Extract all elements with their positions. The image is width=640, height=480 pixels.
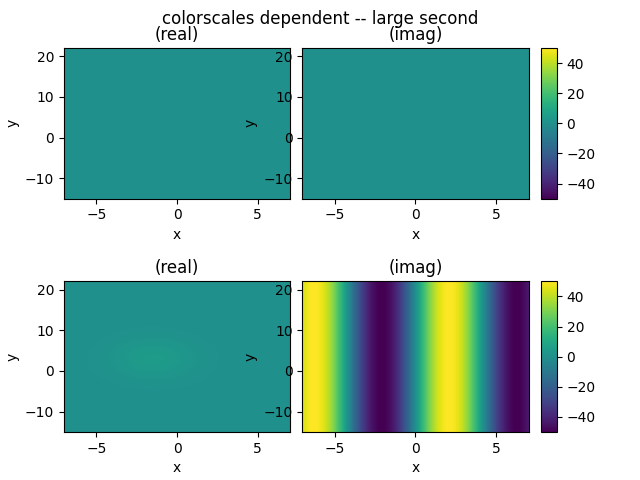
Y-axis label: y: y (244, 119, 258, 127)
Y-axis label: y: y (6, 353, 19, 361)
X-axis label: x: x (412, 461, 420, 475)
X-axis label: x: x (173, 461, 181, 475)
X-axis label: x: x (412, 228, 420, 242)
Title: (real): (real) (155, 25, 199, 44)
Title: (imag): (imag) (388, 25, 443, 44)
Title: (imag): (imag) (388, 259, 443, 277)
Title: (real): (real) (155, 259, 199, 277)
Text: colorscales dependent -- large second: colorscales dependent -- large second (162, 10, 478, 28)
Y-axis label: y: y (6, 119, 19, 127)
Y-axis label: y: y (244, 353, 258, 361)
X-axis label: x: x (173, 228, 181, 242)
